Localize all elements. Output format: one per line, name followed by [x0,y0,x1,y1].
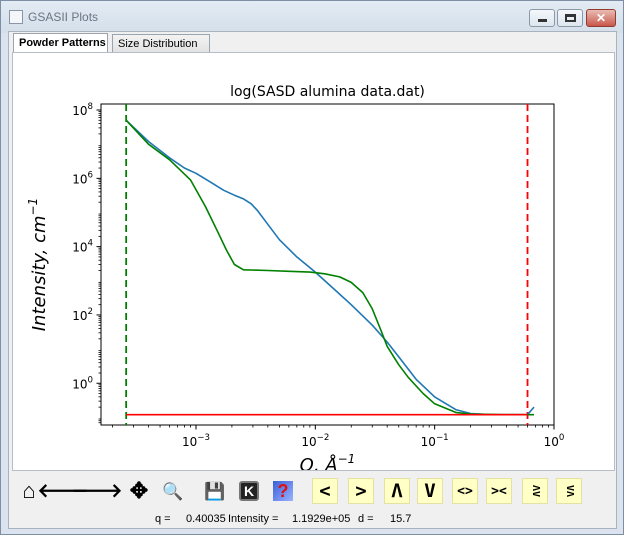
y-tick-label: 102 [72,307,93,323]
expand-x-icon: <> [457,483,473,499]
contract-y-button[interactable]: VΛ [556,478,582,504]
title-bar[interactable]: GSASII Plots ✕ [1,1,623,33]
back-icon: 🡐 [37,480,89,502]
y-tick-label: 106 [72,170,93,186]
app-icon [9,10,23,24]
x-tick-label: 10−3 [182,433,210,449]
close-icon: ✕ [595,11,607,25]
shift-down-button[interactable]: V [417,478,443,504]
plot-toolbar: ⌂ 🡐 🡒 ✥ 🔍 💾 K ? < > Λ V <> >< ΛV VΛ [12,472,615,510]
y-axis-label: Intensity, cm−1 [26,198,50,332]
y-tick-label: 104 [72,239,93,255]
contract-x-button[interactable]: >< [486,478,512,504]
home-button[interactable]: ⌂ [16,478,42,504]
x-tick-label: 10−2 [301,433,329,449]
maximize-icon [565,14,576,22]
y-tick-label: 100 [72,375,93,391]
close-button[interactable]: ✕ [586,9,616,27]
x-tick-label: 10−1 [421,433,449,449]
d-label: d = [358,513,374,525]
chart[interactable]: 10−3 10−2 10−1 100 100 102 104 106 108 log(SASD a… [13,53,614,470]
shift-right-button[interactable]: > [348,478,374,504]
chart-title: log(SASD alumina data.dat) [230,84,425,100]
model-fit-line [125,119,534,416]
help-icon: ? [273,481,293,501]
expand-y-button[interactable]: ΛV [522,478,548,504]
back-button[interactable]: 🡐 [38,478,89,504]
series-group [125,119,535,416]
shift-up-button[interactable]: Λ [384,478,410,504]
shift-up-icon: Λ [391,479,403,502]
pan-icon: ✥ [129,478,149,503]
status-bar: q = 0.40035 Intensity = 1.1929e+05 d = 1… [12,510,615,528]
axes-frame [100,103,555,426]
expand-x-button[interactable]: <> [452,478,478,504]
window-title: GSASII Plots [28,10,99,24]
contract-y-icon: VΛ [564,484,575,498]
shift-left-icon: < [319,479,331,502]
minimize-icon [538,19,547,22]
keyboard-button[interactable]: K [236,478,262,504]
forward-button[interactable]: 🡒 [72,478,123,504]
maximize-button[interactable] [557,9,583,27]
y-tick-label: 108 [72,102,93,118]
help-button[interactable]: ? [270,478,296,504]
d-value: 15.7 [390,513,412,525]
observed-data-line [125,119,535,416]
x-axis-label: Q, Å−1 [300,452,356,470]
forward-icon: 🡒 [71,480,123,502]
intensity-value: 1.1929e+05 [292,513,351,525]
save-button[interactable]: 💾 [202,478,228,504]
home-icon: ⌂ [22,478,36,503]
zoom-icon: 🔍 [162,481,184,501]
q-value: 0.40035 [186,513,226,525]
x-tick-label: 100 [544,433,565,449]
q-label: q = [155,513,171,525]
save-icon: 💾 [204,481,226,501]
minimize-button[interactable] [529,9,555,27]
pan-button[interactable]: ✥ [126,478,152,504]
tab-powder-patterns[interactable]: Powder Patterns [13,33,108,55]
keyboard-k-icon: K [239,481,259,501]
intensity-label: Intensity = [228,513,279,525]
shift-down-icon: V [424,479,436,502]
shift-left-button[interactable]: < [312,478,338,504]
expand-y-icon: ΛV [530,484,541,498]
contract-x-icon: >< [491,483,507,499]
tab-size-distribution[interactable]: Size Distribution [112,34,210,54]
shift-right-icon: > [355,479,367,502]
client-area: Powder Patterns Size Distribution 10−3 10… [8,31,617,529]
plot-canvas[interactable]: 10−3 10−2 10−1 100 100 102 104 106 108 log(SASD a… [12,52,615,471]
zoom-button[interactable]: 🔍 [160,478,186,504]
